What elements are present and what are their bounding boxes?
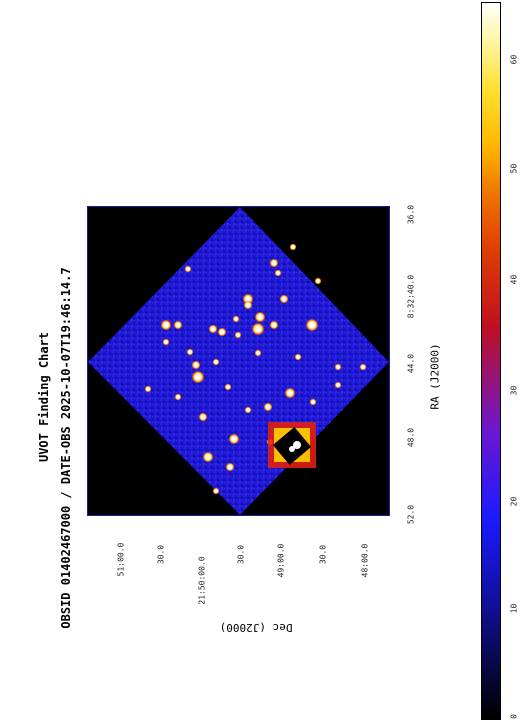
star (334, 363, 342, 371)
dec-tick: 30.0 (156, 544, 166, 565)
chart-title: UVOT Finding Chart (37, 331, 51, 463)
colorbar-tick: 10 (509, 603, 519, 614)
colorbar-tick: 30 (509, 385, 519, 396)
colorbar-tick: 40 (509, 274, 519, 285)
star (173, 320, 183, 330)
sky-image (87, 206, 390, 516)
star (269, 320, 279, 330)
star (144, 385, 152, 393)
star (269, 258, 279, 268)
colorbar-tick: 20 (509, 496, 519, 507)
star (279, 294, 289, 304)
star (314, 277, 322, 285)
star (359, 363, 367, 371)
ra-tick: 52.0 (406, 504, 416, 525)
chart-subtitle: OBSID 01402467000 / DATE-OBS 2025-10-07T… (59, 267, 73, 629)
star (228, 433, 240, 445)
dec-tick: 30.0 (236, 544, 246, 565)
star (243, 300, 253, 310)
star (334, 381, 342, 389)
dec-tick: 49:00.0 (276, 543, 286, 578)
star (174, 393, 182, 401)
star (284, 387, 296, 399)
star (212, 487, 220, 495)
colorbar (481, 2, 501, 720)
ra-tick: 44.0 (406, 353, 416, 374)
star (263, 402, 273, 412)
star (212, 358, 220, 366)
dec-axis-label: Dec (J2000) (219, 621, 293, 634)
colorbar-tick: 60 (509, 54, 519, 65)
star (274, 269, 282, 277)
bright-source-artifact (268, 422, 316, 468)
star (254, 311, 266, 323)
star (309, 398, 317, 406)
star (234, 331, 242, 339)
ra-axis-label: RA (J2000) (428, 343, 442, 410)
star (191, 360, 201, 370)
ra-tick: 48.0 (406, 427, 416, 448)
star (251, 322, 265, 336)
colorbar-tick: 50 (509, 163, 519, 174)
star (232, 315, 240, 323)
star (225, 462, 235, 472)
star (224, 383, 232, 391)
star (305, 318, 319, 332)
star (244, 406, 252, 414)
star (208, 324, 218, 334)
star (184, 265, 192, 273)
star (289, 243, 297, 251)
dec-tick: 51:00.0 (116, 542, 126, 577)
star (202, 451, 214, 463)
dec-tick: 30.0 (318, 544, 328, 565)
dec-tick: 48:00.0 (360, 543, 370, 578)
star (162, 338, 170, 346)
dec-tick: 21:50:00.0 (197, 556, 207, 605)
star (294, 353, 302, 361)
star (191, 370, 205, 384)
star-field (144, 243, 367, 495)
star (198, 412, 208, 422)
ra-tick: 8:32:40.0 (406, 274, 416, 319)
star (217, 327, 227, 337)
colorbar-tick: 0 (509, 714, 519, 719)
ra-tick: 36.0 (406, 204, 416, 225)
star (254, 349, 262, 357)
star (160, 319, 172, 331)
star (186, 348, 194, 356)
exposure-region (88, 207, 389, 515)
